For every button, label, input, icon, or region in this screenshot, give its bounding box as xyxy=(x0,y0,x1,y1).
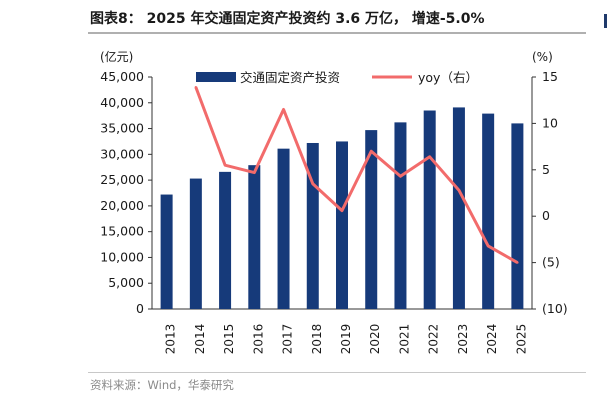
bar-2024 xyxy=(482,113,495,309)
x-tick-label: 2015 xyxy=(222,324,236,355)
x-tick-label: 2022 xyxy=(427,324,441,355)
right-tick-label: (5) xyxy=(542,255,560,270)
bar-2015 xyxy=(219,171,232,309)
bar-2025 xyxy=(511,123,524,310)
yoy-point-2025 xyxy=(516,261,519,264)
yoy-point-2017 xyxy=(282,108,285,111)
x-tick-label: 2016 xyxy=(251,324,265,355)
bar-2020 xyxy=(365,130,378,309)
bar-2017 xyxy=(277,148,290,309)
yoy-point-2024 xyxy=(486,244,490,248)
right-axis-unit: (%) xyxy=(532,50,553,64)
x-tick-label: 2020 xyxy=(368,324,382,355)
right-tick-label: (10) xyxy=(542,301,568,316)
bar-2021 xyxy=(394,122,407,309)
yoy-point-2022 xyxy=(428,155,431,159)
yoy-point-2014 xyxy=(194,86,198,89)
x-tick-label: 2023 xyxy=(456,324,470,355)
right-tick-label: 0 xyxy=(542,208,550,223)
right-tick-label: 10 xyxy=(542,115,558,130)
legend-line-label: yoy（右） xyxy=(418,70,478,85)
left-tick-label: 25,000 xyxy=(100,172,144,187)
left-tick-label: 30,000 xyxy=(100,146,144,161)
left-tick-label: 20,000 xyxy=(100,198,144,213)
legend-bar-label: 交通固定资产投资 xyxy=(240,70,340,85)
x-tick-label: 2025 xyxy=(514,324,528,355)
x-tick-label: 2024 xyxy=(485,324,499,355)
yoy-point-2021 xyxy=(399,175,402,178)
yoy-point-2016 xyxy=(253,171,256,174)
yoy-point-2020 xyxy=(370,150,373,153)
x-tick-label: 2014 xyxy=(193,324,207,355)
left-tick-label: 15,000 xyxy=(100,224,144,239)
x-tick-label: 2013 xyxy=(164,324,178,355)
source-note: 资料来源：Wind，华泰研究 xyxy=(90,378,234,392)
x-tick-label: 2018 xyxy=(310,324,324,355)
yoy-point-2023 xyxy=(457,189,461,192)
x-tick-label: 2019 xyxy=(339,324,353,355)
left-tick-label: 10,000 xyxy=(100,249,144,264)
yoy-point-2018 xyxy=(311,182,314,185)
left-axis-unit: (亿元) xyxy=(100,49,133,64)
left-tick-label: 35,000 xyxy=(100,121,144,136)
bar-2014 xyxy=(189,178,202,309)
x-tick-label: 2021 xyxy=(397,324,411,355)
yoy-point-2015 xyxy=(223,163,227,167)
bar-2016 xyxy=(248,165,261,309)
bar-2023 xyxy=(452,107,465,309)
title-row: 图表8： 2025 年交通固定资产投资约 3.6 万亿， 增速-5.0% xyxy=(88,0,586,34)
x-tick-label: 2017 xyxy=(281,324,295,355)
source-divider xyxy=(88,372,586,373)
chart-title: 图表8： 2025 年交通固定资产投资约 3.6 万亿， 增速-5.0% xyxy=(90,11,485,27)
right-tick-label: 15 xyxy=(542,69,558,84)
bar-2019 xyxy=(336,141,348,309)
right-tick-label: 5 xyxy=(542,162,550,177)
bar-2022 xyxy=(423,110,436,309)
legend-bar-swatch xyxy=(196,72,236,82)
left-tick-label: 0 xyxy=(136,301,144,316)
bar-2018 xyxy=(306,142,319,309)
left-tick-label: 45,000 xyxy=(100,69,144,84)
edge-marker xyxy=(604,14,607,28)
title-divider xyxy=(88,32,586,34)
left-tick-label: 5,000 xyxy=(108,275,144,290)
yoy-point-2019 xyxy=(340,209,344,212)
yoy-line xyxy=(194,86,519,264)
left-tick-label: 40,000 xyxy=(100,95,144,110)
bar-2013 xyxy=(160,194,173,309)
